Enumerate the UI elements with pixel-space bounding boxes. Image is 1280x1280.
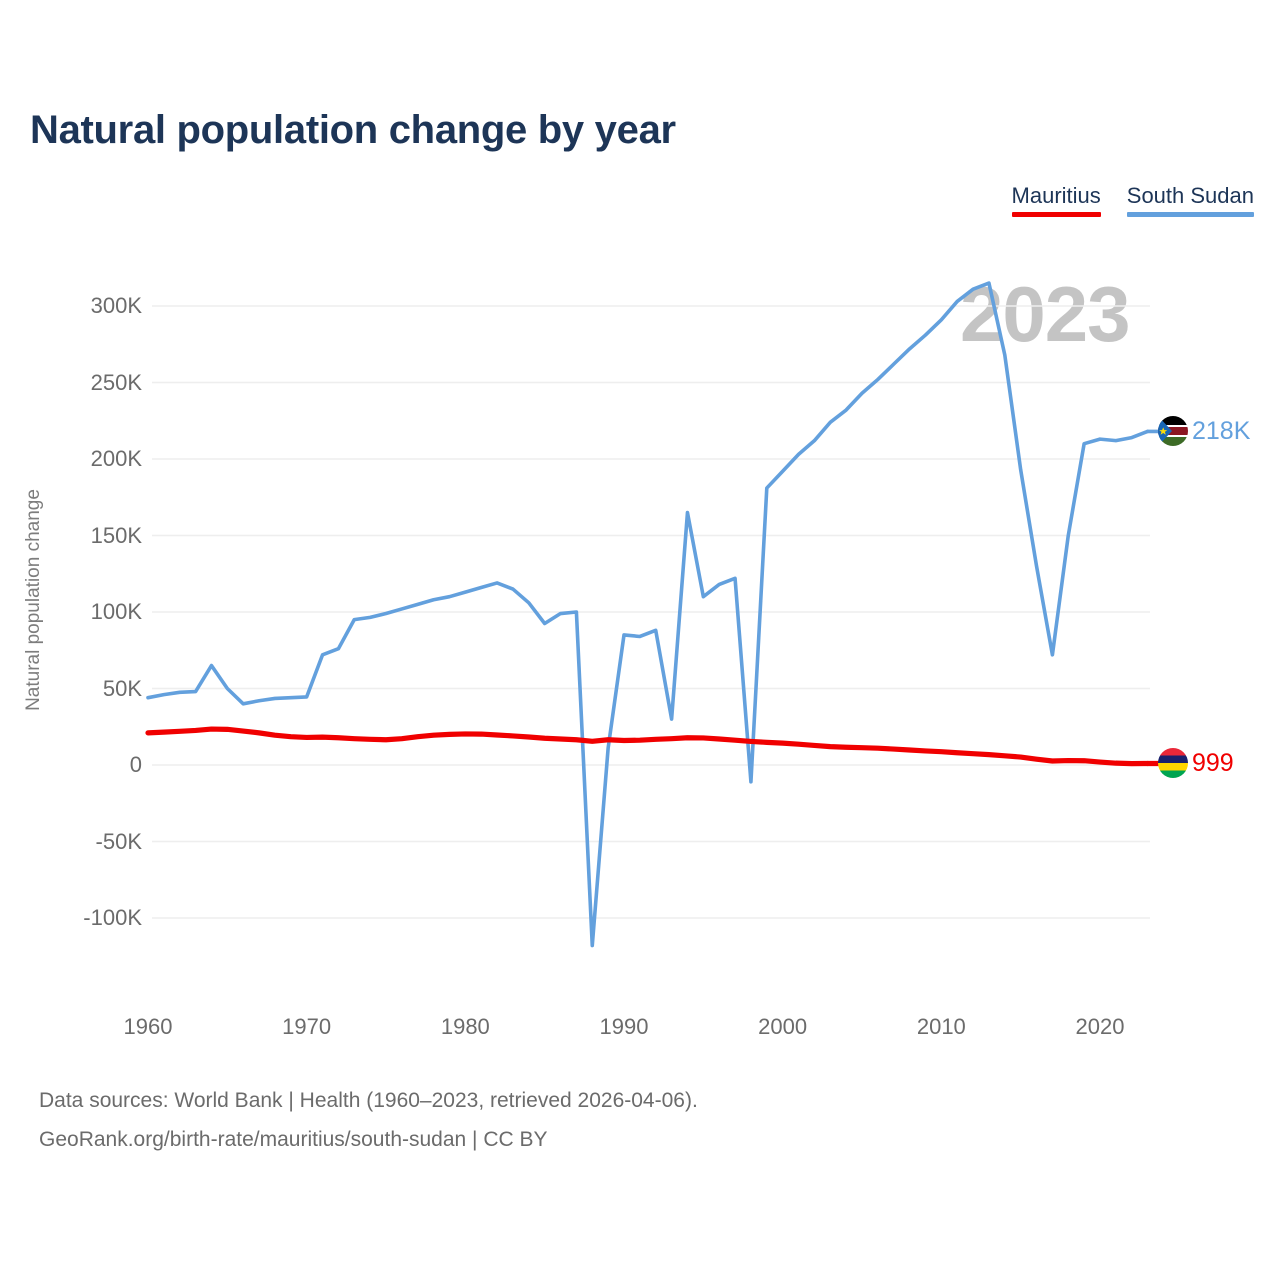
end-label-south-sudan: 218K [1158, 416, 1251, 447]
x-tick-label: 2020 [1075, 1014, 1125, 1039]
y-tick-label: 250K [90, 369, 142, 395]
y-tick-label: -50K [95, 828, 142, 854]
x-tick-label: 1960 [123, 1014, 173, 1039]
page-title: Natural population change by year [30, 108, 676, 152]
x-tick-label: 1980 [440, 1014, 490, 1039]
legend-item-south-sudan[interactable]: South Sudan [1126, 183, 1254, 217]
x-tick-label: 1990 [599, 1014, 649, 1039]
end-label-mauritius: 999 [1158, 748, 1234, 779]
legend-label-south-sudan: South Sudan [1126, 183, 1254, 208]
footer-attribution: GeoRank.org/birth-rate/mauritius/south-s… [39, 1128, 548, 1151]
mauritius-flag [1158, 748, 1188, 779]
legend-color-swatch-south-sudan [1126, 212, 1254, 217]
legend-color-swatch-mauritius [1011, 212, 1101, 217]
y-tick-label: 100K [90, 599, 142, 624]
legend-label-mauritius: Mauritius [1011, 183, 1101, 208]
south-sudan-flag [1158, 416, 1188, 447]
x-tick-label: 2010 [916, 1014, 966, 1039]
y-tick-label: 150K [90, 522, 142, 548]
y-tick-label: 300K [90, 293, 142, 318]
y-tick-label: 200K [90, 446, 142, 471]
y-tick-label: 0 [129, 752, 142, 777]
y-tick-label: 50K [102, 675, 142, 701]
x-tick-label: 1970 [282, 1014, 332, 1039]
y-tick-label: -100K [83, 905, 142, 930]
end-label-value-south-sudan: 218K [1192, 416, 1251, 445]
chart-legend: Mauritius South Sudan [1011, 183, 1254, 217]
legend-item-mauritius[interactable]: Mauritius [1011, 183, 1101, 217]
end-label-value-mauritius: 999 [1192, 748, 1234, 777]
series-line-south-sudan[interactable] [146, 281, 1150, 948]
series-line-mauritius[interactable] [145, 726, 1151, 767]
x-tick-label: 2000 [758, 1014, 808, 1039]
footer-data-sources: Data sources: World Bank | Health (1960–… [39, 1089, 698, 1112]
